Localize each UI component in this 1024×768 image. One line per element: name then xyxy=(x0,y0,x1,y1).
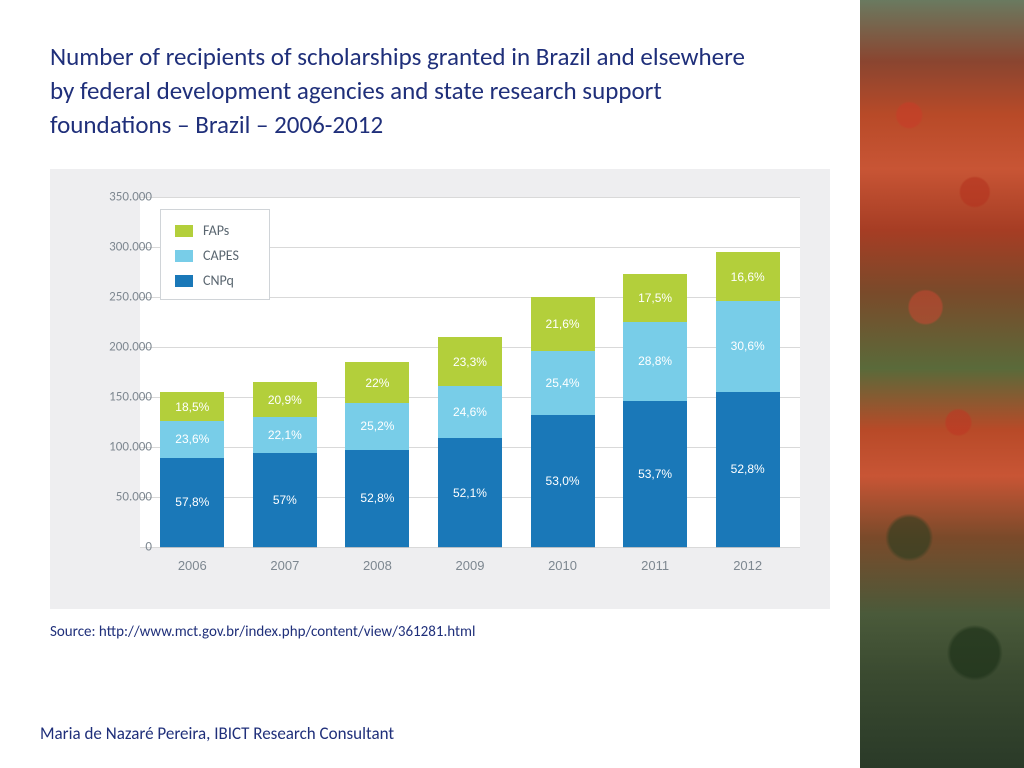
y-tick-label: 250.000 xyxy=(82,290,152,305)
legend-item-cnpq: CNPq xyxy=(175,272,255,289)
seg-cnpq: 52,8% xyxy=(345,450,409,548)
seg-capes: 30,6% xyxy=(716,301,780,391)
seg-cnpq: 53,7% xyxy=(623,401,687,548)
bar-2007: 20,9%22,1%57% xyxy=(253,382,317,547)
x-tick-label: 2007 xyxy=(253,547,317,587)
legend-item-capes: CAPES xyxy=(175,247,255,264)
y-tick-label: 200.000 xyxy=(82,340,152,355)
seg-cnpq: 52,8% xyxy=(716,392,780,548)
legend-swatch xyxy=(175,250,193,262)
legend-swatch xyxy=(175,275,193,287)
legend-label: FAPs xyxy=(203,222,229,239)
legend-item-faps: FAPs xyxy=(175,222,255,239)
seg-faps: 23,3% xyxy=(438,337,502,386)
seg-faps: 17,5% xyxy=(623,274,687,322)
seg-cnpq: 52,1% xyxy=(438,438,502,547)
legend: FAPs CAPES CNPq xyxy=(160,209,270,300)
seg-faps: 20,9% xyxy=(253,382,317,416)
bar-2008: 22%25,2%52,8% xyxy=(345,362,409,547)
bar-2006: 18,5%23,6%57,8% xyxy=(160,392,224,547)
y-tick-label: 50.000 xyxy=(82,490,152,505)
seg-capes: 23,6% xyxy=(160,421,224,458)
x-tick-label: 2009 xyxy=(438,547,502,587)
y-tick-label: 100.000 xyxy=(82,440,152,455)
chart-panel: 18,5%23,6%57,8%20,9%22,1%57%22%25,2%52,8… xyxy=(50,169,830,609)
y-tick-label: 0 xyxy=(82,540,152,555)
bar-2012: 16,6%30,6%52,8% xyxy=(716,252,780,547)
bar-2011: 17,5%28,8%53,7% xyxy=(623,274,687,547)
bar-2009: 23,3%24,6%52,1% xyxy=(438,337,502,547)
x-tick-label: 2008 xyxy=(345,547,409,587)
legend-label: CNPq xyxy=(203,272,234,289)
seg-faps: 21,6% xyxy=(531,297,595,351)
seg-capes: 22,1% xyxy=(253,417,317,453)
x-tick-label: 2010 xyxy=(531,547,595,587)
seg-faps: 22% xyxy=(345,362,409,403)
x-tick-label: 2006 xyxy=(160,547,224,587)
y-tick-label: 150.000 xyxy=(82,390,152,405)
decorative-photo xyxy=(860,0,1024,768)
legend-swatch xyxy=(175,225,193,237)
source-line: Source: http://www.mct.gov.br/index.php/… xyxy=(50,623,830,641)
x-tick-label: 2011 xyxy=(623,547,687,587)
legend-label: CAPES xyxy=(203,247,239,264)
slide-title: Number of recipients of scholarships gra… xyxy=(50,40,750,141)
seg-capes: 25,2% xyxy=(345,403,409,450)
seg-faps: 18,5% xyxy=(160,392,224,421)
x-tick-label: 2012 xyxy=(716,547,780,587)
y-tick-label: 300.000 xyxy=(82,240,152,255)
seg-cnpq: 57% xyxy=(253,453,317,547)
seg-faps: 16,6% xyxy=(716,252,780,301)
seg-capes: 28,8% xyxy=(623,322,687,401)
author-line: Maria de Nazaré Pereira, IBICT Research … xyxy=(40,723,394,744)
bar-2010: 21,6%25,4%53,0% xyxy=(531,297,595,547)
seg-capes: 24,6% xyxy=(438,386,502,438)
y-tick-label: 350.000 xyxy=(82,190,152,205)
seg-capes: 25,4% xyxy=(531,351,595,415)
seg-cnpq: 57,8% xyxy=(160,458,224,548)
seg-cnpq: 53,0% xyxy=(531,415,595,548)
